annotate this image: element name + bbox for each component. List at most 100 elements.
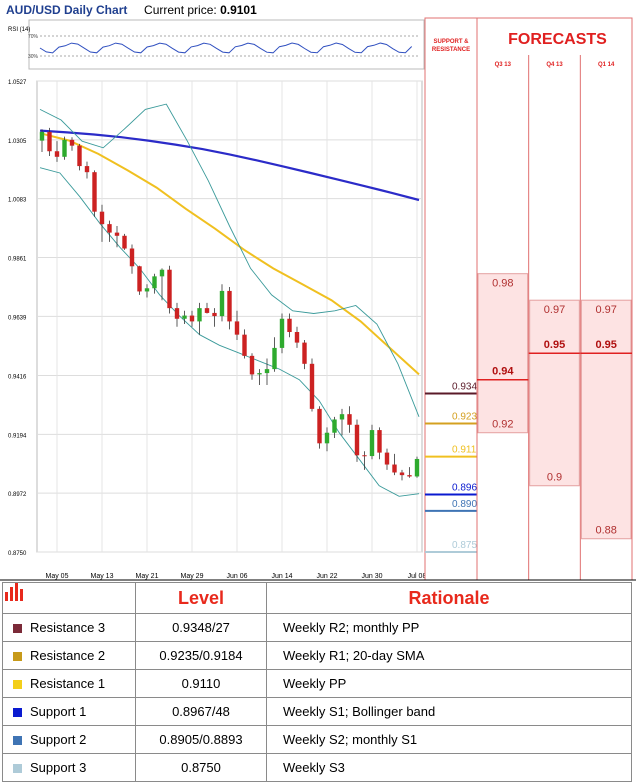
levels-table: Level Rationale Resistance 3 0.9348/27 Wee… [2, 582, 632, 782]
level-name-cell: Resistance 1 [2, 669, 136, 698]
x-tick-label: Jun 30 [361, 573, 382, 580]
forecast-mid: 0.94 [492, 366, 514, 378]
x-tick-label: Jun 22 [316, 573, 337, 580]
y-tick-label: 1.0305 [8, 139, 27, 145]
x-tick-label: May 05 [46, 573, 69, 580]
y-tick-label: 0.9416 [8, 374, 27, 380]
chart-title: AUD/USD Daily Chart Current price: 0.910… [6, 3, 257, 17]
candle-body [137, 266, 142, 292]
y-tick-label: 0.8972 [8, 492, 27, 498]
level-color-swatch [13, 736, 22, 746]
candle-body [287, 318, 292, 333]
level-value: 0.8750 [135, 753, 267, 782]
level-name: Support 1 [30, 704, 87, 719]
x-tick-label: Jun 06 [226, 573, 247, 580]
candle-body [92, 172, 97, 212]
sr-level-label: 0.8750 [452, 540, 483, 551]
rationale-header: Rationale [266, 582, 632, 614]
level-name: Support 3 [30, 760, 87, 775]
level-name: Support 2 [30, 732, 87, 747]
forecast-low: 0.88 [595, 525, 616, 537]
candle-body [294, 332, 300, 343]
candle-body [122, 235, 127, 249]
forecast-mid: 0.95 [544, 339, 565, 351]
x-tick-label: May 29 [181, 573, 204, 580]
candle-body [227, 290, 232, 322]
candle-body [264, 369, 270, 374]
candle-body [144, 288, 150, 292]
forecast-mid: 0.95 [595, 339, 616, 351]
candle-body [242, 334, 247, 356]
sma-mid-line [39, 132, 420, 376]
candle-body [392, 464, 397, 473]
candle-body [39, 131, 45, 141]
level-name-cell: Support 3 [2, 753, 136, 782]
candle-body [257, 373, 262, 375]
candle-body [107, 224, 112, 233]
candle-body [302, 342, 307, 364]
level-color-swatch [13, 624, 22, 634]
level-header: Level [135, 582, 267, 614]
candle-body [114, 232, 120, 236]
table-header-row: Level Rationale [2, 582, 632, 614]
candle-body [279, 318, 285, 348]
candle-body [99, 211, 105, 225]
y-tick-label: 0.8750 [8, 551, 27, 557]
candle-body [189, 315, 195, 322]
candle-body [362, 455, 367, 457]
table-row: Resistance 1 0.9110 Weekly PP [2, 669, 632, 698]
level-rationale: Weekly S3 [266, 753, 632, 782]
sr-level-label: 0.9348 [452, 381, 483, 392]
level-name: Resistance 3 [30, 620, 106, 635]
level-color-swatch [13, 764, 22, 774]
bars-icon-cell [2, 582, 136, 614]
rsi-70-label: 70% [28, 34, 39, 40]
level-name: Resistance 2 [30, 648, 106, 663]
table-row: Resistance 3 0.9348/27 Weekly R2; monthly … [2, 613, 632, 642]
y-tick-label: 0.9639 [8, 315, 27, 321]
candle-body [384, 452, 390, 465]
bar-chart-icon [4, 582, 23, 601]
forecast-low: 0.9 [547, 472, 562, 484]
forecast-range [477, 273, 529, 434]
price-value: 0.9101 [220, 3, 257, 17]
candle-body [399, 472, 405, 476]
bollinger-upper [39, 103, 420, 417]
candle-body [47, 131, 52, 152]
candle-body [174, 308, 180, 319]
forecast-high: 0.97 [544, 304, 565, 316]
table-row: Support 3 0.8750 Weekly S3 [2, 753, 632, 782]
level-value: 0.8967/48 [135, 697, 267, 726]
level-value: 0.9348/27 [135, 613, 267, 642]
x-tick-label: May 21 [136, 573, 159, 580]
sr-panel [424, 17, 478, 581]
sma-long-line [39, 129, 420, 202]
candle-body [159, 269, 165, 277]
sr-level-label: 0.8905 [452, 499, 483, 510]
candle-body [309, 363, 315, 409]
level-name-cell: Resistance 2 [2, 641, 136, 670]
level-rationale: Weekly PP [266, 669, 632, 698]
candle-body [197, 308, 202, 322]
table-row: Support 2 0.8905/0.8893 Weekly S2; monthly… [2, 725, 632, 754]
y-tick-label: 1.0527 [8, 80, 27, 86]
level-name: Resistance 1 [30, 676, 106, 691]
y-tick-label: 1.0083 [8, 198, 27, 204]
level-value: 0.8905/0.8893 [135, 725, 267, 754]
candle-body [354, 424, 360, 456]
x-tick-label: Jun 14 [271, 573, 292, 580]
rsi-30-label: 30% [28, 54, 39, 60]
candle-body [129, 248, 135, 267]
chart-name: AUD/USD Daily Chart [6, 3, 128, 17]
forecasts-title: FORECASTS [508, 31, 607, 48]
candle-body [152, 276, 157, 289]
rsi-line [39, 42, 413, 54]
candle-body [407, 475, 412, 477]
x-tick-label: Jul 08 [408, 573, 427, 580]
level-color-swatch [13, 680, 22, 690]
candle-body [249, 355, 255, 375]
price-label: Current price: [144, 3, 217, 17]
table-row: Support 1 0.8967/48 Weekly S1; Bollinger b… [2, 697, 632, 726]
candle-body [167, 269, 172, 309]
forecast-high: 0.97 [595, 304, 616, 316]
